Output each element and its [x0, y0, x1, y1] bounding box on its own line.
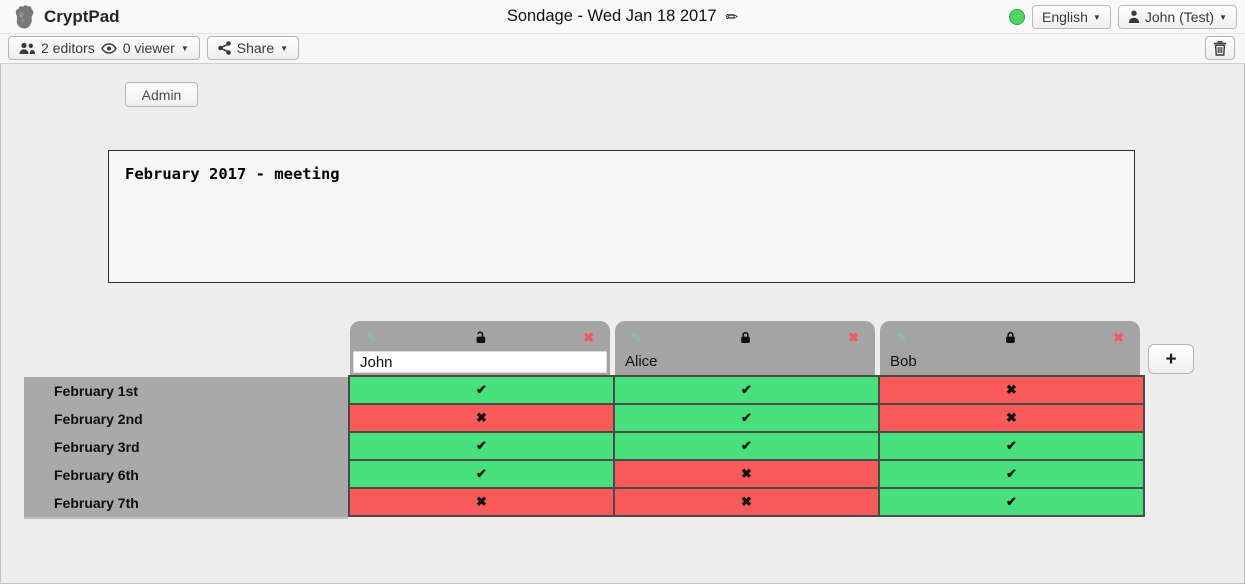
document-title-bar: Sondage - Wed Jan 18 2017 ✏ — [0, 0, 1245, 33]
editors-count: 2 editors — [41, 40, 95, 56]
vote-cell-alice: ✔ — [615, 377, 878, 403]
vote-cell-bob: ✔ — [880, 461, 1143, 487]
vote-cell-john[interactable]: ✖ — [350, 489, 613, 515]
poll-column-tab-bob: ✎ ✖ Bob — [880, 321, 1140, 375]
trash-button[interactable] — [1205, 36, 1235, 60]
chevron-down-icon: ▼ — [1092, 12, 1101, 22]
vote-cell-john[interactable]: ✔ — [350, 377, 613, 403]
row-label: February 6th — [54, 467, 139, 483]
share-button[interactable]: Share ▼ — [206, 36, 300, 60]
vote-cell-john[interactable]: ✔ — [350, 433, 613, 459]
chevron-down-icon: ▼ — [280, 44, 289, 53]
trash-icon — [1213, 40, 1227, 56]
cryptpad-home-link[interactable]: CryptPad — [12, 3, 120, 30]
row-label: February 7th — [54, 495, 139, 511]
row-label: February 2nd — [54, 411, 143, 427]
vote-cell-alice: ✔ — [615, 405, 878, 431]
column-name: Alice — [625, 353, 658, 370]
admin-button[interactable]: Admin — [125, 82, 198, 107]
chevron-down-icon: ▼ — [180, 44, 189, 53]
poll-description-textarea[interactable]: February 2017 - meeting — [108, 150, 1135, 283]
lock-icon[interactable] — [739, 331, 752, 344]
vote-cell-bob: ✖ — [880, 405, 1143, 431]
topbar-right: English ▼ John (Test) ▼ — [1008, 0, 1237, 33]
online-status-dot — [1008, 8, 1025, 25]
remove-column-icon[interactable]: ✖ — [1113, 329, 1124, 345]
edit-title-pencil-icon[interactable]: ✏ — [725, 8, 739, 26]
poll-column-tab-alice: ✎ ✖ Alice — [615, 321, 875, 375]
poll-column-tab-john: ✎ ✖ — [350, 321, 610, 375]
lock-icon[interactable] — [1004, 331, 1017, 344]
vote-cell-alice: ✖ — [615, 489, 878, 515]
edit-column-pencil-icon[interactable]: ✎ — [631, 329, 642, 345]
remove-column-icon[interactable]: ✖ — [583, 329, 594, 345]
row-labels-column: February 1st February 2nd February 3rd Febr… — [24, 377, 348, 517]
vote-cell-bob: ✔ — [880, 489, 1143, 515]
row-label: February 3rd — [54, 439, 140, 455]
column-name-input[interactable] — [353, 351, 607, 373]
chevron-down-icon: ▼ — [1219, 12, 1227, 22]
unlock-icon[interactable] — [473, 330, 487, 344]
user-menu-dropdown[interactable]: John (Test) ▼ — [1117, 4, 1237, 29]
topbar: CryptPad Sondage - Wed Jan 18 2017 ✏ Eng… — [0, 0, 1245, 34]
vote-cell-john[interactable]: ✖ — [350, 405, 613, 431]
toolbar: 2 editors 0 viewer ▼ Share ▼ — [0, 34, 1245, 64]
vote-cell-bob: ✖ — [880, 377, 1143, 403]
vote-cell-john[interactable]: ✔ — [350, 461, 613, 487]
remove-column-icon[interactable]: ✖ — [848, 329, 859, 345]
votes-grid: ✔ ✔ ✖ ✖ ✔ ✖ ✔ ✔ ✔ ✔ ✖ ✔ ✖ ✖ ✔ — [348, 375, 1145, 517]
edit-column-pencil-icon[interactable]: ✎ — [896, 329, 907, 345]
share-icon — [217, 41, 231, 55]
vote-cell-alice: ✖ — [615, 461, 878, 487]
edit-column-pencil-icon[interactable]: ✎ — [366, 329, 377, 345]
vote-cell-bob: ✔ — [880, 433, 1143, 459]
users-icon — [19, 42, 35, 55]
editors-viewers-dropdown[interactable]: 2 editors 0 viewer ▼ — [8, 36, 200, 60]
column-name: Bob — [890, 353, 917, 370]
add-column-button[interactable]: + — [1148, 344, 1194, 374]
poll-grid: February 1st February 2nd February 3rd Febr… — [24, 375, 1145, 517]
language-dropdown[interactable]: English ▼ — [1031, 4, 1111, 29]
eye-icon — [100, 42, 117, 54]
person-icon — [1128, 10, 1140, 23]
vote-cell-alice: ✔ — [615, 433, 878, 459]
app-name: CryptPad — [44, 6, 120, 26]
viewers-count: 0 viewer — [122, 40, 175, 56]
row-label: February 1st — [54, 383, 139, 399]
document-title: Sondage - Wed Jan 18 2017 — [506, 7, 717, 25]
fist-logo-icon — [12, 3, 35, 30]
